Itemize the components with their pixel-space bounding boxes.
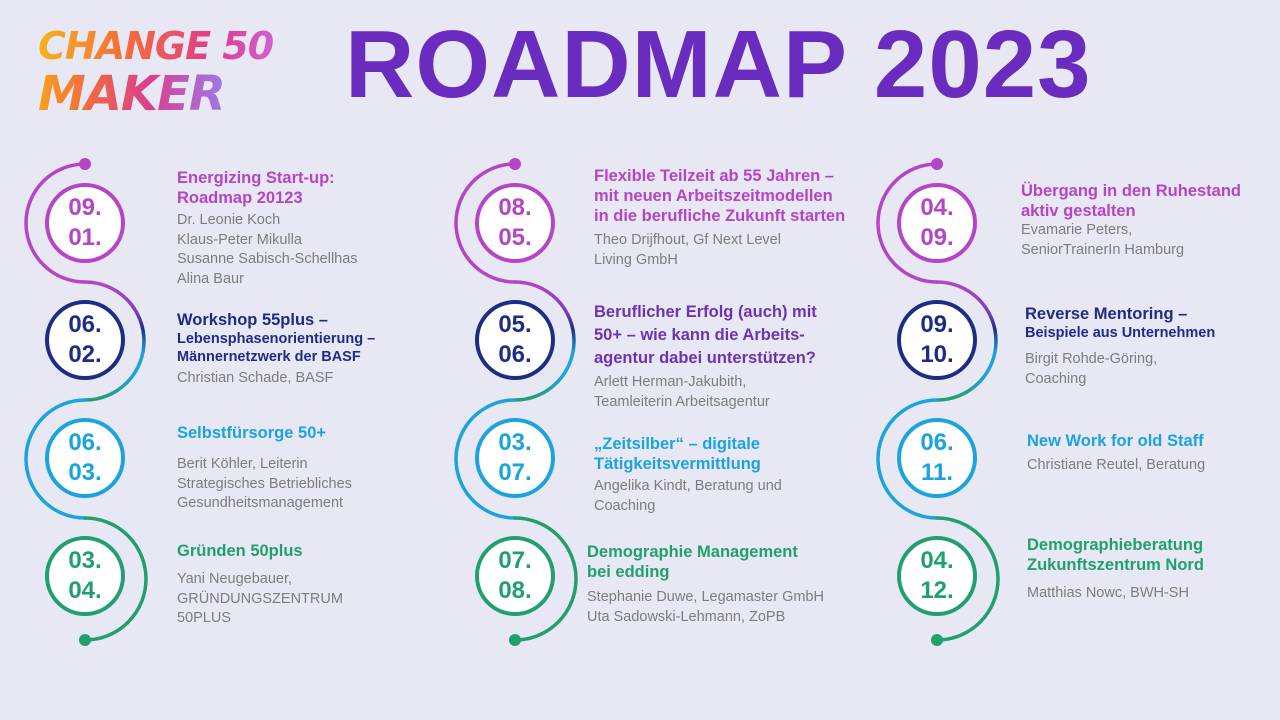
date-circle: 09. 01. bbox=[45, 183, 125, 263]
event-speakers: Arlett Herman-Jakubith, Teamleiterin Arb… bbox=[594, 374, 770, 410]
event-subtitle: Lebensphasenorientierung – Männernetzwer… bbox=[177, 331, 376, 365]
event-title: Demographie Management bei edding bbox=[587, 543, 798, 581]
timeline-column-2 bbox=[454, 158, 578, 646]
event-title: New Work for old Staff bbox=[1027, 432, 1204, 450]
date-circle: 06. 11. bbox=[897, 418, 977, 498]
date-circle: 09. 10. bbox=[897, 300, 977, 380]
event-subtitle: Beispiele aus Unternehmen bbox=[1025, 325, 1216, 341]
date-circle: 03. 07. bbox=[475, 418, 555, 498]
event-speakers: Theo Drijfhout, Gf Next Level Living Gmb… bbox=[594, 232, 781, 268]
event-speakers: Christian Schade, BASF bbox=[177, 370, 334, 386]
logo-line-2: MAKER bbox=[38, 66, 226, 122]
event-item: „Zeitsilber“ – digitale Tätigkeitsvermit… bbox=[594, 434, 854, 516]
event-title: Reverse Mentoring – bbox=[1025, 305, 1188, 323]
timeline-start-dot bbox=[79, 158, 91, 170]
event-speakers: Yani Neugebauer, GRÜNDUNGSZENTRUM 50PLUS bbox=[177, 571, 343, 626]
event-speakers: Evamarie Peters, SeniorTrainerIn Hamburg bbox=[1021, 222, 1185, 258]
event-item: Demographie Management bei edding Stepha… bbox=[587, 542, 857, 627]
event-title: „Zeitsilber“ – digitale Tätigkeitsvermit… bbox=[594, 435, 761, 473]
timeline-start-dot bbox=[931, 158, 943, 170]
event-title: Beruflicher Erfolg (auch) mit 50+ – wie … bbox=[594, 303, 817, 367]
date-circle: 05. 06. bbox=[475, 300, 555, 380]
event-title: Energizing Start-up: Roadmap 20123 bbox=[177, 169, 335, 207]
timeline-end-dot bbox=[79, 634, 91, 646]
event-item: Demographieberatung Zukunftszentrum Nord… bbox=[1027, 535, 1267, 604]
event-item: Energizing Start-up: Roadmap 20123 Dr. L… bbox=[177, 168, 407, 289]
date-circle: 04. 12. bbox=[897, 536, 977, 616]
event-title: Gründen 50plus bbox=[177, 542, 303, 560]
event-title: Flexible Teilzeit ab 55 Jahren – mit neu… bbox=[594, 167, 846, 225]
event-speakers: Matthias Nowc, BWH-SH bbox=[1027, 585, 1189, 601]
date-circle: 04. 09. bbox=[897, 183, 977, 263]
date-circle: 06. 02. bbox=[45, 300, 125, 380]
event-item: Flexible Teilzeit ab 55 Jahren – mit neu… bbox=[594, 166, 874, 270]
timeline-end-dot bbox=[509, 634, 521, 646]
page-title: ROADMAP 2023 bbox=[345, 11, 1092, 118]
date-circle: 08. 05. bbox=[475, 183, 555, 263]
event-title: Workshop 55plus – bbox=[177, 311, 328, 329]
event-item: Gründen 50plus Yani Neugebauer, GRÜNDUNG… bbox=[177, 541, 407, 629]
date-circle: 07. 08. bbox=[475, 536, 555, 616]
timeline-end-dot bbox=[931, 634, 943, 646]
date-circle: 03. 04. bbox=[45, 536, 125, 616]
event-title: Demographieberatung Zukunftszentrum Nord bbox=[1027, 536, 1204, 574]
event-item: Selbstfürsorge 50+ Berit Köhler, Leiteri… bbox=[177, 423, 407, 514]
event-speakers: Berit Köhler, Leiterin Strategisches Bet… bbox=[177, 456, 352, 511]
event-speakers: Stephanie Duwe, Legamaster GmbH Uta Sado… bbox=[587, 589, 824, 625]
event-item: Reverse Mentoring – Beispiele aus Untern… bbox=[1025, 304, 1265, 389]
event-item: Beruflicher Erfolg (auch) mit 50+ – wie … bbox=[594, 301, 854, 412]
event-title: Selbstfürsorge 50+ bbox=[177, 424, 327, 442]
date-circle: 06. 03. bbox=[45, 418, 125, 498]
event-item: Übergang in den Ruhestand aktiv gestalte… bbox=[1021, 181, 1261, 260]
event-item: New Work for old Staff Christiane Reutel… bbox=[1027, 431, 1267, 476]
event-speakers: Dr. Leonie Koch Klaus-Peter Mikulla Susa… bbox=[177, 212, 358, 287]
timeline-start-dot bbox=[509, 158, 521, 170]
event-speakers: Birgit Rohde-Göring, Coaching bbox=[1025, 351, 1158, 387]
timeline-column-3 bbox=[876, 158, 1000, 646]
event-speakers: Angelika Kindt, Beratung und Coaching bbox=[594, 478, 782, 514]
changemaker-logo: CHANGE 50+ MAKER bbox=[38, 22, 298, 122]
event-speakers: Christiane Reutel, Beratung bbox=[1027, 457, 1206, 473]
event-item: Workshop 55plus – Lebensphasenorientieru… bbox=[177, 310, 417, 389]
event-title: Übergang in den Ruhestand aktiv gestalte… bbox=[1021, 182, 1242, 220]
timeline-column-1 bbox=[24, 158, 148, 646]
